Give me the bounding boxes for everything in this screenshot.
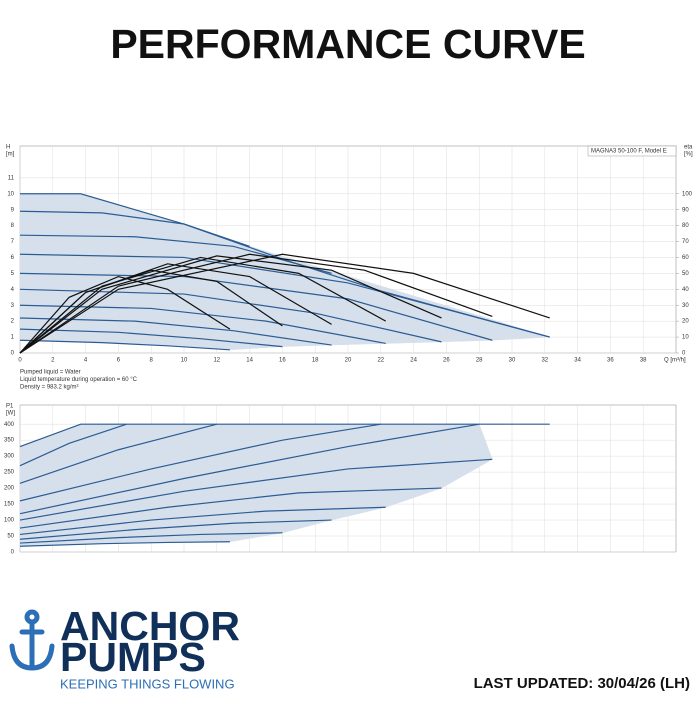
brand-tagline: KEEPING THINGS FLOWING	[60, 676, 235, 691]
chart: 0 50 100 150 200 250 300 350 400 P1[W]	[4, 404, 677, 556]
y-tick-label: 1	[11, 335, 15, 341]
x-tick-label: 32	[541, 358, 548, 364]
last-updated: LAST UPDATED: 30/04/26 (LH)	[474, 675, 690, 692]
y-tick-label: 400	[4, 422, 15, 428]
y-tick-label: 50	[7, 534, 14, 540]
model-label: MAGNA3 50-100 F, Model E	[591, 149, 667, 155]
annotation: Liquid temperature during operation = 60…	[20, 377, 138, 383]
y2-tick-label: 100	[682, 191, 693, 197]
y2-tick-label: 0	[682, 351, 686, 357]
y2-tick-label: 90	[682, 207, 689, 213]
y2-tick-label: 10	[682, 335, 689, 341]
y-tick-label: 350	[4, 438, 15, 444]
x-tick-label: 16	[279, 358, 286, 364]
y2-tick-label: 60	[682, 255, 689, 261]
curve	[19, 253, 550, 338]
curve	[19, 339, 230, 351]
curve	[19, 423, 217, 484]
x-tick-label: 26	[443, 358, 450, 364]
y2-tick-label: 50	[682, 271, 689, 277]
curve	[19, 272, 493, 341]
page-title: PERFORMANCE CURVE	[110, 21, 585, 67]
annotation: Pumped liquid = Water	[20, 370, 81, 376]
curve	[19, 234, 332, 274]
y2-axis-label: [%]	[684, 152, 693, 158]
x-tick-label: 36	[607, 358, 614, 364]
y-tick-label: 150	[4, 502, 15, 508]
x-tick-label: 24	[410, 358, 417, 364]
curve	[19, 506, 386, 536]
curve	[19, 255, 442, 354]
y2-tick-label: 40	[682, 287, 689, 293]
y-tick-label: 250	[4, 470, 15, 476]
brand-name: ANCHOR	[60, 603, 240, 649]
x-tick-label: 8	[150, 358, 154, 364]
y2-tick-label: 30	[682, 303, 689, 309]
x-tick-label: 28	[476, 358, 483, 364]
x-tick-label: 18	[312, 358, 319, 364]
x-tick-label: 34	[574, 358, 581, 364]
y-tick-label: 2	[11, 319, 15, 325]
x-tick-label: 20	[345, 358, 352, 364]
curve	[19, 458, 493, 521]
y2-axis-label: eta	[684, 145, 693, 151]
y-tick-label: 8	[11, 223, 15, 229]
x-tick-label: 2	[51, 358, 55, 364]
curve	[19, 328, 283, 348]
x-tick-label: 10	[181, 358, 188, 364]
y-tick-label: 3	[11, 303, 15, 309]
annotation: Density = 983.2 kg/m³	[20, 385, 79, 391]
y2-tick-label: 70	[682, 239, 689, 245]
curve	[19, 253, 550, 354]
y-tick-label: 0	[11, 351, 15, 357]
x-tick-label: 6	[117, 358, 121, 364]
y-tick-label: 5	[11, 271, 15, 277]
curve	[19, 210, 250, 247]
x-tick-label: 22	[377, 358, 384, 364]
curve	[19, 423, 381, 502]
y-tick-label: 100	[4, 518, 15, 524]
curve	[19, 263, 332, 354]
y-tick-label: 300	[4, 454, 15, 460]
curve	[19, 317, 332, 346]
y-tick-label: 10	[7, 191, 14, 197]
y-axis-label: H	[6, 145, 10, 151]
model-label-box	[587, 145, 677, 157]
curve	[19, 256, 387, 354]
curve	[19, 519, 332, 540]
curve	[19, 532, 283, 544]
y-tick-label: 11	[8, 175, 15, 181]
y2-tick-label: 20	[682, 319, 689, 325]
y2-tick-label: 80	[682, 223, 689, 229]
logo-icon	[9, 609, 55, 671]
y-tick-label: 4	[11, 287, 15, 293]
curve	[19, 253, 493, 354]
curve	[19, 423, 550, 448]
y-tick-label: 6	[11, 255, 15, 261]
curve	[19, 304, 386, 345]
y-axis-label: P1	[6, 404, 14, 410]
y-tick-label: 7	[11, 239, 15, 245]
brand-name: PUMPS	[60, 634, 206, 680]
x-tick-label: 38	[640, 358, 647, 364]
x-axis-label: Q [m³/h]	[664, 358, 686, 364]
y-axis-label: [m]	[6, 152, 15, 158]
x-tick-label: 12	[213, 358, 220, 364]
x-tick-label: 14	[246, 358, 253, 364]
y-axis-label: [W]	[6, 411, 15, 417]
curve	[19, 541, 230, 547]
x-tick-label: 4	[84, 358, 88, 364]
y-tick-label: 0	[11, 550, 15, 556]
x-tick-label: 0	[18, 358, 22, 364]
curve	[19, 423, 127, 467]
curve	[19, 275, 231, 354]
curve	[19, 487, 442, 529]
curve	[19, 423, 480, 515]
y-tick-label: 9	[11, 207, 15, 213]
x-tick-label: 30	[509, 358, 516, 364]
y-tick-label: 200	[4, 486, 15, 492]
